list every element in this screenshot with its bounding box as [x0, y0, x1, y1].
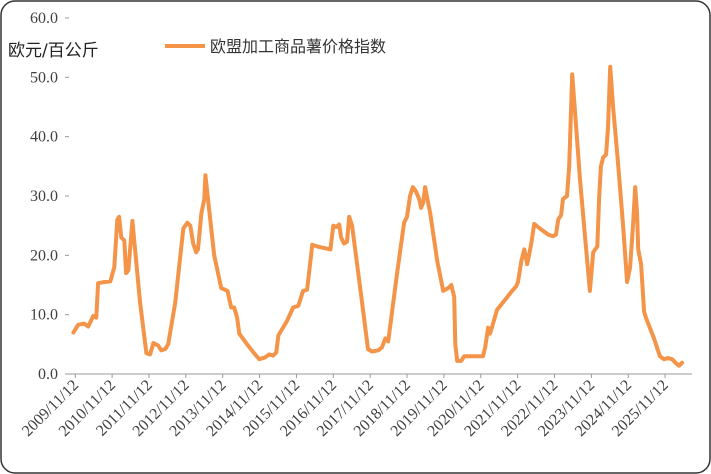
- y-tick-label: 60.0: [30, 10, 58, 27]
- y-tick-label: 30.0: [30, 188, 58, 205]
- y-tick-label: 50.0: [30, 69, 58, 86]
- y-tick-label: 40.0: [30, 129, 58, 146]
- y-tick-label: 20.0: [30, 247, 58, 264]
- y-tick-label: 10.0: [30, 307, 58, 324]
- y-tick-label: 0.0: [38, 366, 58, 383]
- legend-label: 欧盟加工商品薯价格指数: [210, 37, 386, 56]
- data-line: [71, 64, 684, 368]
- y-axis-label: 欧元/百公斤: [8, 41, 99, 61]
